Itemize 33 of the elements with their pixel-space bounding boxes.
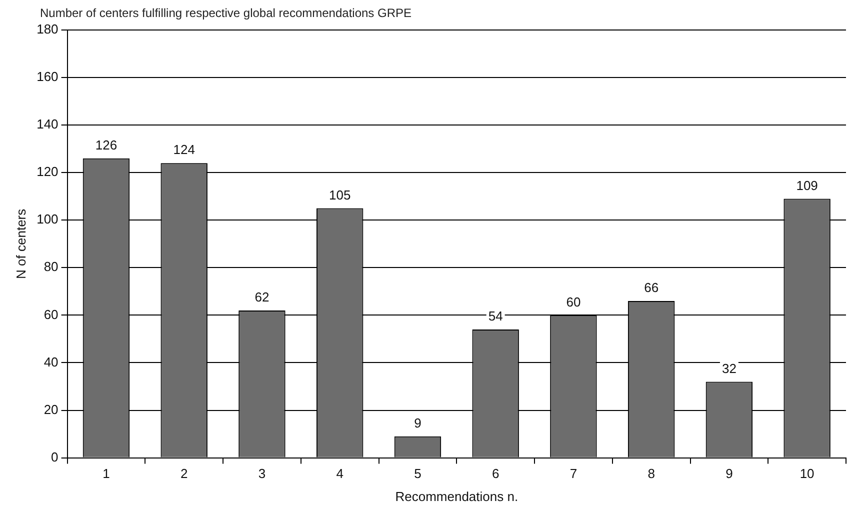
data-label: 126 [95,137,118,152]
x-tick-label: 9 [726,466,733,482]
x-axis-title: Recommendations n. [395,488,518,504]
y-tick-label: 80 [44,259,58,274]
y-tick-label: 40 [44,354,58,370]
x-tick-label: 6 [492,466,500,482]
x-tick-label: 4 [336,466,344,482]
data-label: 54 [488,308,503,324]
data-label: 105 [328,187,351,202]
y-tick-label: 120 [36,164,58,180]
x-tick-label: 1 [102,466,110,482]
data-label: 62 [254,290,270,305]
y-tick-label: 160 [36,69,58,84]
x-tick-label: 5 [414,466,422,482]
x-tick-label: 3 [258,466,266,482]
data-label: 60 [566,294,581,310]
data-label: 124 [173,142,195,158]
data-label: 32 [722,360,736,376]
data-label: 109 [796,178,818,193]
y-tick-label: 0 [51,449,58,464]
x-tick-label: 8 [648,466,655,482]
y-axis-title: N of centers [13,208,28,279]
x-tick-label: 10 [800,466,814,482]
data-label: 9 [414,415,422,430]
y-tick-label: 140 [36,116,58,132]
y-tick-label: 180 [36,22,58,37]
y-tick-label: 100 [36,212,58,227]
y-tick-label: 60 [44,306,58,322]
chart-title: Number of centers fulfilling respective global recommendations GRPE [40,6,412,20]
y-tick-label: 20 [44,402,58,417]
x-tick-label: 2 [180,466,188,482]
data-label: 66 [644,280,659,296]
x-tick-label: 7 [570,466,578,482]
